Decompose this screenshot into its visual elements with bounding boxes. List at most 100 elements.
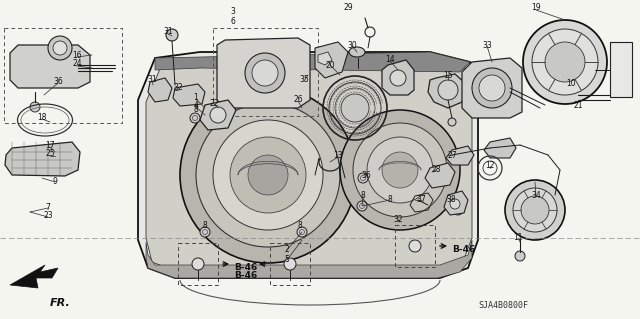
Circle shape bbox=[210, 107, 226, 123]
Polygon shape bbox=[318, 52, 332, 65]
Text: 22: 22 bbox=[209, 99, 219, 108]
Text: 11: 11 bbox=[513, 234, 523, 242]
Circle shape bbox=[438, 80, 458, 100]
Text: 14: 14 bbox=[385, 56, 395, 64]
Circle shape bbox=[341, 94, 369, 122]
Circle shape bbox=[409, 240, 421, 252]
Circle shape bbox=[284, 258, 296, 270]
Text: 26: 26 bbox=[293, 95, 303, 105]
Circle shape bbox=[180, 87, 356, 263]
Polygon shape bbox=[428, 74, 466, 108]
Circle shape bbox=[450, 199, 460, 209]
Polygon shape bbox=[446, 146, 474, 165]
Polygon shape bbox=[462, 58, 522, 118]
Text: 23: 23 bbox=[43, 211, 53, 220]
Text: FR.: FR. bbox=[50, 298, 71, 308]
Polygon shape bbox=[444, 191, 468, 215]
Text: 8: 8 bbox=[298, 220, 302, 229]
Polygon shape bbox=[148, 78, 172, 102]
Ellipse shape bbox=[349, 47, 365, 57]
Text: 28: 28 bbox=[431, 166, 441, 174]
Text: 27: 27 bbox=[447, 151, 457, 160]
Circle shape bbox=[213, 120, 323, 230]
Text: 13: 13 bbox=[333, 151, 343, 160]
Polygon shape bbox=[138, 52, 478, 278]
Circle shape bbox=[532, 29, 598, 95]
Text: 8: 8 bbox=[388, 196, 392, 204]
Text: 10: 10 bbox=[566, 78, 576, 87]
Polygon shape bbox=[217, 38, 310, 108]
Circle shape bbox=[192, 258, 204, 270]
Text: 18: 18 bbox=[37, 114, 47, 122]
Text: 20: 20 bbox=[325, 61, 335, 70]
Circle shape bbox=[513, 188, 557, 232]
Circle shape bbox=[30, 102, 40, 112]
Circle shape bbox=[472, 68, 512, 108]
Text: SJA4B0800F: SJA4B0800F bbox=[478, 301, 528, 310]
Text: 3: 3 bbox=[230, 8, 236, 17]
Circle shape bbox=[505, 180, 565, 240]
Bar bbox=[178, 243, 218, 285]
Circle shape bbox=[252, 60, 278, 86]
Bar bbox=[610, 42, 632, 97]
Text: 24: 24 bbox=[72, 60, 82, 69]
Circle shape bbox=[382, 152, 418, 188]
Text: 8: 8 bbox=[203, 220, 207, 229]
Circle shape bbox=[545, 42, 585, 82]
Polygon shape bbox=[5, 142, 80, 176]
Text: 31: 31 bbox=[147, 76, 157, 85]
Polygon shape bbox=[146, 58, 472, 272]
Circle shape bbox=[48, 36, 72, 60]
Circle shape bbox=[358, 173, 368, 183]
Text: 8: 8 bbox=[360, 190, 365, 199]
Circle shape bbox=[453, 205, 463, 215]
Text: 4: 4 bbox=[193, 101, 198, 110]
Text: 37: 37 bbox=[416, 196, 426, 204]
Polygon shape bbox=[146, 240, 472, 278]
Circle shape bbox=[190, 113, 200, 123]
Text: 16: 16 bbox=[72, 50, 82, 60]
Text: 2: 2 bbox=[285, 246, 289, 255]
Circle shape bbox=[245, 53, 285, 93]
Circle shape bbox=[53, 41, 67, 55]
Bar bbox=[270, 243, 310, 285]
Text: 33: 33 bbox=[482, 41, 492, 49]
Text: 30: 30 bbox=[347, 41, 357, 49]
Text: 7: 7 bbox=[45, 203, 51, 211]
Text: 19: 19 bbox=[531, 4, 541, 12]
Circle shape bbox=[479, 75, 505, 101]
Circle shape bbox=[196, 103, 340, 247]
Text: B-46: B-46 bbox=[234, 263, 257, 271]
Text: 36: 36 bbox=[53, 78, 63, 86]
Text: 25: 25 bbox=[45, 150, 55, 159]
Bar bbox=[4, 28, 122, 123]
Text: B-46: B-46 bbox=[452, 244, 476, 254]
Polygon shape bbox=[173, 84, 205, 106]
Text: 32: 32 bbox=[173, 84, 183, 93]
Circle shape bbox=[166, 29, 178, 41]
Circle shape bbox=[357, 201, 367, 211]
Circle shape bbox=[248, 155, 288, 195]
Text: 31: 31 bbox=[163, 27, 173, 36]
Text: 12: 12 bbox=[485, 160, 495, 169]
Polygon shape bbox=[200, 100, 236, 130]
Text: 15: 15 bbox=[443, 70, 453, 79]
Text: 21: 21 bbox=[573, 100, 583, 109]
Circle shape bbox=[367, 137, 433, 203]
Circle shape bbox=[200, 227, 210, 237]
Text: 36: 36 bbox=[361, 170, 371, 180]
Text: 6: 6 bbox=[230, 18, 236, 26]
Circle shape bbox=[515, 251, 525, 261]
Polygon shape bbox=[10, 265, 58, 288]
Text: 17: 17 bbox=[45, 140, 55, 150]
Polygon shape bbox=[155, 52, 470, 72]
Text: 38: 38 bbox=[446, 196, 456, 204]
Circle shape bbox=[448, 118, 456, 126]
Circle shape bbox=[353, 123, 447, 217]
Bar bbox=[395, 225, 435, 267]
Bar bbox=[213, 28, 318, 116]
Circle shape bbox=[297, 227, 307, 237]
Circle shape bbox=[521, 196, 549, 224]
Text: 34: 34 bbox=[531, 190, 541, 199]
Text: 29: 29 bbox=[343, 4, 353, 12]
